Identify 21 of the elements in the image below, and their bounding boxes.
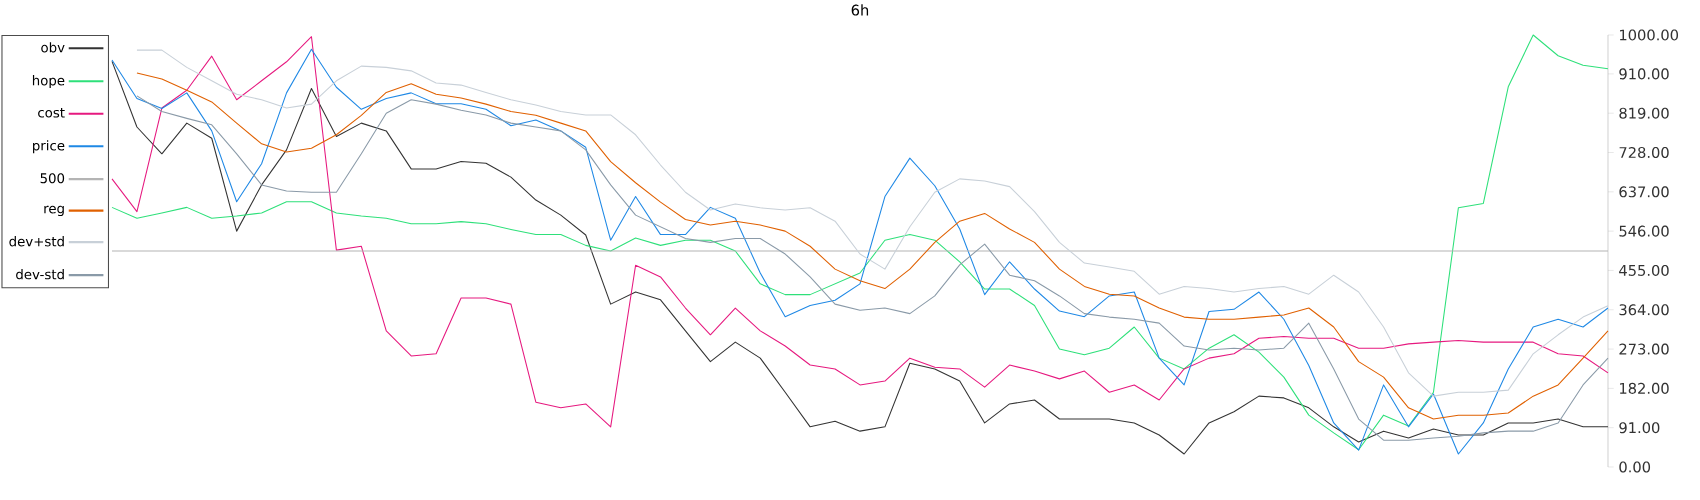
y-tick-label: 1000.00 [1620,29,1679,41]
y-tick-label: 819.00 [1619,107,1669,119]
y-tick-label: 637.00 [1619,186,1669,198]
y-tick-label: 91.00 [1619,422,1660,434]
legend-label: price [33,140,65,154]
y-tick-label: 0.00 [1619,461,1651,473]
y-tick-label: 182.00 [1620,382,1669,394]
legend-label: hope [32,75,65,89]
legend-label: obv [41,42,65,53]
y-tick-label: 546.00 [1619,225,1669,237]
legend-label: 500 [40,173,65,184]
y-tick-label: 455.00 [1619,264,1669,276]
legend-label: cost [38,108,65,118]
legend-label: dev-std [16,269,64,280]
y-tick-label: 364.00 [1619,304,1669,316]
legend-label: reg [44,205,64,217]
legend-label: dev+std [9,236,64,247]
y-tick-label: 273.00 [1619,343,1669,355]
y-tick-label: 728.00 [1619,146,1669,159]
y-tick-label: 910.00 [1619,68,1669,80]
chart-title: 6h [851,4,869,16]
